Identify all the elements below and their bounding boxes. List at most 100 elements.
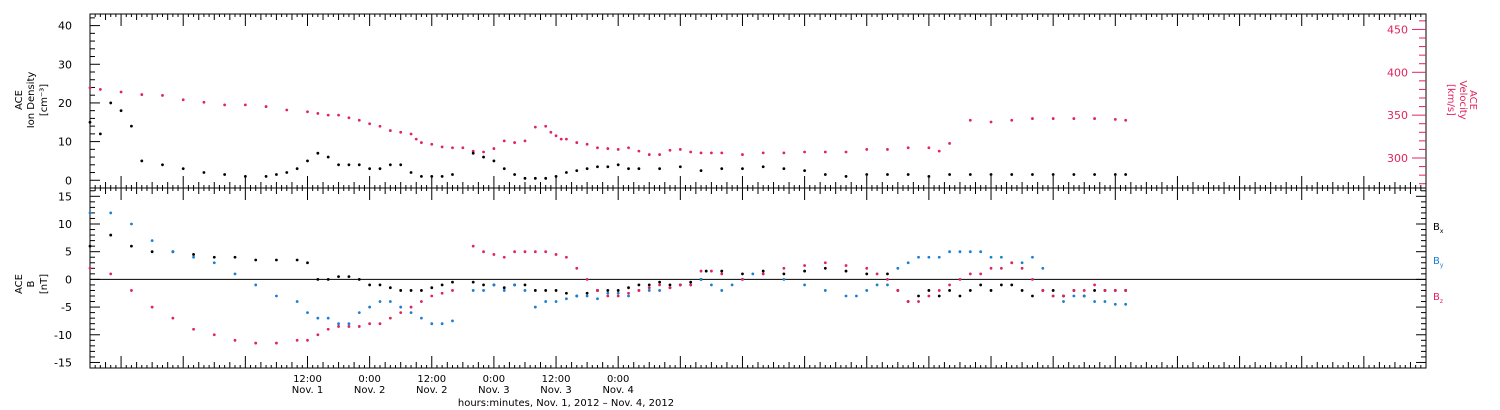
density-point — [927, 175, 931, 178]
bx-point — [585, 291, 589, 295]
by-point — [130, 222, 133, 226]
bz-point — [1113, 289, 1117, 292]
bz-point — [295, 338, 299, 342]
velocity-point — [368, 122, 372, 126]
density-axis-label: ACE Ion Density [cm⁻³] — [14, 72, 50, 129]
bx-point — [378, 283, 382, 287]
velocity-point — [989, 120, 993, 124]
by-point — [1062, 300, 1065, 303]
density-point — [699, 169, 703, 173]
velocity-point — [627, 146, 630, 150]
by-point — [844, 294, 848, 298]
velocity-point — [1093, 117, 1096, 120]
bz-point — [326, 327, 330, 331]
velocity-point — [968, 118, 972, 122]
velocity-axis-label: ACE Velocity [km/s] — [1445, 80, 1478, 119]
density-point — [575, 169, 579, 173]
by-point — [1020, 261, 1024, 265]
velocity-point — [865, 148, 869, 151]
bx-point — [254, 258, 258, 262]
by-point — [989, 255, 993, 259]
bx-point — [482, 283, 485, 287]
bz-point — [968, 272, 972, 276]
by-point — [399, 305, 403, 309]
velocity-point — [637, 149, 641, 153]
density-axis-label-line1: ACE — [14, 90, 25, 110]
x-tick-date-label: Nov. 2 — [416, 385, 447, 396]
bz-point — [130, 289, 133, 292]
by-point — [709, 283, 713, 287]
velocity-point — [720, 151, 724, 155]
density-point — [140, 159, 144, 163]
density-point — [295, 167, 299, 171]
density-point — [720, 167, 724, 171]
axis-ticks: 0 10 20 30 40 300 350 400 450 -15 -10 -5 0 5 10 15 — [54, 14, 1427, 369]
velocity-point — [709, 151, 713, 155]
bx-point — [606, 289, 610, 292]
x-tick-time-label: 0:00 — [483, 374, 505, 385]
velocity-point — [399, 130, 403, 134]
velocity-tick-label: 400 — [1387, 66, 1408, 79]
bz-point — [471, 244, 475, 248]
velocity-point — [823, 150, 827, 154]
by-point — [875, 283, 879, 287]
bx-point — [865, 272, 869, 276]
bx-point — [326, 277, 330, 281]
by-point — [823, 289, 827, 292]
by-point — [533, 305, 537, 309]
density-point — [1113, 173, 1117, 176]
by-point — [565, 297, 568, 301]
field-axis-label-line1: ACE — [14, 274, 25, 294]
density-point — [119, 109, 123, 113]
density-point — [1093, 173, 1096, 176]
by-point — [316, 316, 320, 320]
bx-point — [1051, 289, 1055, 292]
by-point — [1124, 302, 1128, 306]
density-point — [161, 163, 164, 167]
density-point — [1010, 173, 1014, 176]
by-point — [357, 311, 361, 315]
velocity-axis-label-line1: ACE — [1467, 90, 1478, 110]
bz-point — [554, 253, 558, 256]
by-point — [948, 250, 951, 254]
by-point — [886, 283, 889, 287]
density-tick-label: 0 — [65, 174, 72, 187]
bx-point — [554, 289, 558, 292]
bz-point — [420, 300, 423, 303]
velocity-point — [647, 153, 651, 156]
velocity-point — [606, 147, 610, 150]
by-point — [388, 300, 392, 303]
density-point — [420, 175, 423, 178]
bx-point — [886, 272, 889, 276]
velocity-point — [906, 146, 910, 150]
field-tick-label: 10 — [58, 218, 72, 231]
density-axis-label-line2: Ion Density — [26, 72, 37, 129]
bz-point — [637, 289, 641, 292]
bx-point — [704, 269, 708, 273]
bz-point — [1103, 289, 1107, 292]
density-tick-label: 10 — [58, 136, 72, 149]
by-point — [409, 311, 413, 315]
bz-point — [668, 286, 672, 290]
by-point — [1031, 255, 1034, 259]
velocity-point — [243, 103, 247, 107]
velocity-point — [492, 147, 496, 150]
bz-point — [906, 300, 910, 303]
density-point — [565, 171, 568, 174]
bx-point — [844, 269, 848, 273]
bz-point — [927, 294, 931, 298]
velocity-point — [741, 153, 744, 156]
by-point — [1072, 294, 1076, 298]
by-point — [968, 250, 972, 254]
velocity-point — [689, 150, 693, 154]
velocity-point — [326, 113, 330, 117]
by-point — [606, 291, 610, 295]
velocity-point — [678, 148, 682, 151]
by-point — [1103, 300, 1107, 303]
density-point — [88, 120, 92, 124]
bz-point — [306, 338, 309, 342]
by-point — [233, 272, 237, 276]
bz-point — [803, 264, 807, 267]
by-point — [88, 211, 92, 215]
